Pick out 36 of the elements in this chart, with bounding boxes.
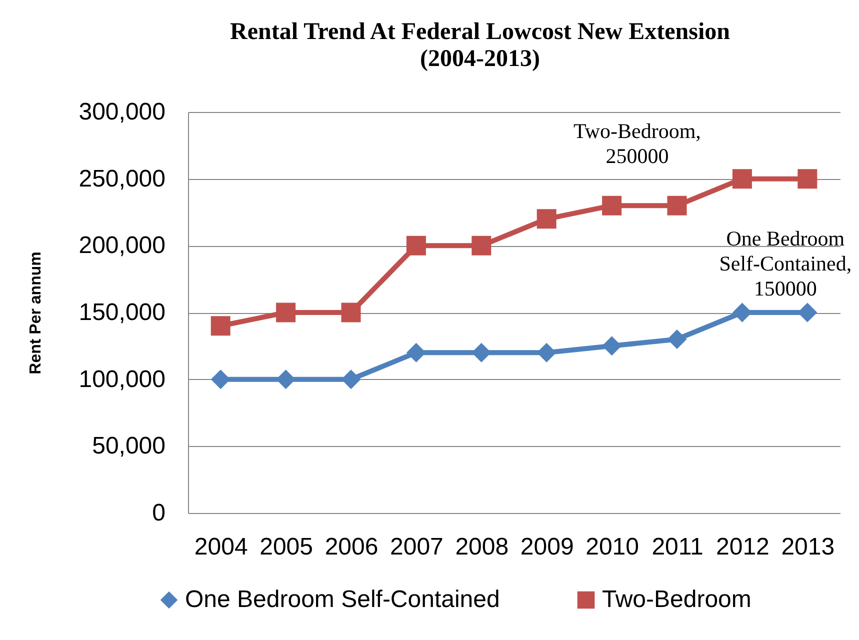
- x-tick-label: 2011: [652, 534, 704, 560]
- point: [798, 169, 818, 189]
- x-tick-label: 2010: [586, 534, 639, 560]
- point: [667, 329, 687, 349]
- x-tick-label: 2007: [390, 534, 444, 560]
- y-tick-label: 0: [152, 500, 166, 526]
- point: [341, 302, 361, 322]
- point: [732, 169, 752, 189]
- y-tick-label: 100,000: [78, 366, 166, 393]
- chart-title: Rental Trend At Federal Lowcost New Extension (2004-2013): [230, 19, 730, 72]
- annotation: Two-Bedroom, 250000: [573, 118, 701, 168]
- y-axis-title: Rent Per annum: [28, 252, 45, 374]
- y-tick-label: 250,000: [78, 165, 166, 192]
- point: [406, 342, 426, 362]
- x-tick-label: 2005: [260, 534, 313, 560]
- legend-label: Two-Bedroom: [602, 586, 752, 613]
- y-tick-label: 300,000: [78, 98, 166, 126]
- y-tick-label: 200,000: [78, 232, 166, 260]
- point: [602, 196, 622, 216]
- point: [602, 336, 622, 356]
- x-tick-label: 2013: [781, 534, 835, 560]
- y-tick-label: 50,000: [92, 432, 166, 460]
- x-tick-label: 2009: [520, 534, 574, 560]
- point: [536, 209, 556, 229]
- point: [210, 316, 230, 336]
- point: [667, 196, 687, 216]
- y-tick-label: 150,000: [78, 299, 166, 326]
- legend-label: One Bedroom Self-Contained: [185, 586, 500, 613]
- x-tick-label: 2004: [194, 534, 248, 560]
- point: [406, 236, 426, 256]
- annotation: One Bedroom Self-Contained, 150000: [719, 226, 852, 300]
- x-tick-label: 2012: [716, 534, 770, 560]
- x-tick-label: 2006: [324, 534, 378, 560]
- point: [276, 302, 296, 322]
- point: [472, 236, 492, 256]
- x-tick-label: 2008: [455, 534, 509, 560]
